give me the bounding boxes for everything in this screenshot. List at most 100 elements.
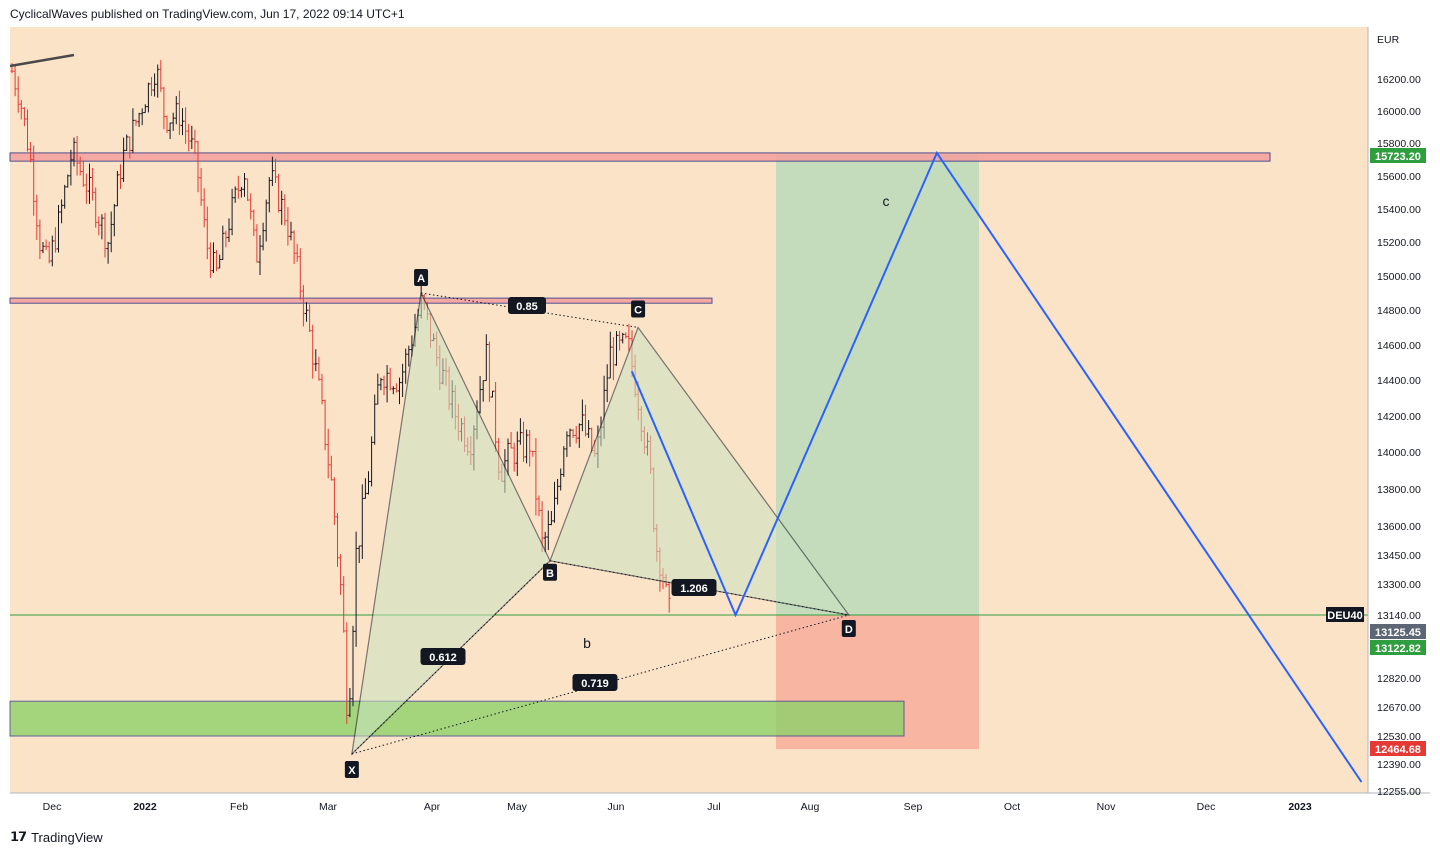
price-badge-box xyxy=(1370,148,1426,163)
trend-line xyxy=(9,53,75,68)
candle xyxy=(78,156,82,176)
candle xyxy=(230,188,234,236)
candle xyxy=(181,108,184,136)
candle xyxy=(13,64,17,97)
candle xyxy=(41,242,45,254)
candle xyxy=(60,199,64,224)
candle xyxy=(329,455,333,481)
candle xyxy=(553,481,556,523)
price-tick-label: 12670.00 xyxy=(1377,702,1421,714)
candle xyxy=(354,531,358,647)
price-tick-label: 15600.00 xyxy=(1377,171,1421,183)
candle xyxy=(388,367,392,391)
candle xyxy=(29,142,33,163)
candle xyxy=(546,510,550,551)
ratio-label: 0.85 xyxy=(508,297,546,314)
candle xyxy=(305,302,308,322)
price-badge-text: 13125.45 xyxy=(1375,627,1421,639)
candle xyxy=(53,227,57,253)
price-tick-label: 14200.00 xyxy=(1377,411,1421,423)
candle xyxy=(512,442,516,472)
candle xyxy=(196,140,200,193)
price-badge-text: 12464.68 xyxy=(1375,744,1421,756)
point-label-box xyxy=(414,269,429,286)
point-label-text: C xyxy=(634,305,642,317)
candle xyxy=(174,96,178,125)
time-tick-label: Apr xyxy=(424,801,441,813)
candle xyxy=(339,554,343,595)
candle xyxy=(84,173,88,204)
candle xyxy=(267,176,271,213)
candle xyxy=(22,107,26,127)
candle xyxy=(323,399,327,451)
candle xyxy=(277,173,281,213)
price-tick-label: 13300.00 xyxy=(1377,579,1421,591)
candle xyxy=(336,512,339,567)
price-tick-label: 14800.00 xyxy=(1377,305,1421,317)
candle xyxy=(509,432,513,449)
candle xyxy=(146,82,150,113)
tradingview-branding[interactable]: 𝟭𝟳 TradingView xyxy=(10,829,103,845)
ratio-label-box xyxy=(671,579,717,596)
candle xyxy=(404,348,408,384)
price-tick-label: 14400.00 xyxy=(1377,375,1421,387)
candle xyxy=(385,365,389,403)
candle xyxy=(190,125,194,150)
price-badge: 15723.20 xyxy=(1370,148,1426,163)
candle xyxy=(280,190,284,225)
zones-layer xyxy=(9,152,1368,750)
candle xyxy=(252,209,256,236)
price-badge-text: 13122.82 xyxy=(1375,643,1421,655)
candle xyxy=(153,73,157,97)
labels-layer: X A B C D 0.85 1.206 0.612 0.719 b c xyxy=(344,193,890,778)
candle xyxy=(382,375,386,396)
candle xyxy=(559,468,563,491)
candle xyxy=(103,212,107,258)
candle xyxy=(88,163,91,204)
candle xyxy=(373,394,377,445)
tradingview-logo-icon: 𝟭𝟳 xyxy=(10,829,27,844)
candle xyxy=(370,436,374,487)
price-tick-label: 15200.00 xyxy=(1377,237,1421,249)
price-tick-label: 12255.00 xyxy=(1377,786,1421,798)
candle xyxy=(143,104,147,114)
candle xyxy=(515,431,519,477)
candle xyxy=(224,230,228,248)
candle xyxy=(298,248,302,300)
candle xyxy=(44,239,48,251)
candle xyxy=(208,242,212,278)
candle xyxy=(398,377,401,405)
candle xyxy=(233,186,237,203)
candle xyxy=(32,145,36,216)
price-tick-label: 14600.00 xyxy=(1377,340,1421,352)
candle xyxy=(621,332,625,344)
candle xyxy=(624,332,628,339)
candle xyxy=(249,193,253,220)
point-label-text: X xyxy=(348,765,356,777)
candle xyxy=(63,184,67,209)
candle xyxy=(162,87,166,130)
candle xyxy=(50,235,54,267)
price-badge-box xyxy=(1370,640,1426,655)
price-tick-label: 15000.00 xyxy=(1377,271,1421,283)
candle xyxy=(531,450,535,457)
candle xyxy=(261,222,265,251)
candle xyxy=(177,90,181,135)
candle xyxy=(289,221,293,241)
price-badge-text: 15723.20 xyxy=(1375,151,1421,163)
candle xyxy=(38,219,42,260)
candle xyxy=(35,194,39,240)
time-axis[interactable]: Dec 2022 Feb Mar Apr May Jun Jul Aug Sep Oct Nov Dec… xyxy=(43,801,1312,813)
ratio-label: 0.612 xyxy=(420,648,466,665)
candle xyxy=(357,545,361,564)
candle xyxy=(401,363,405,398)
candle xyxy=(122,137,126,183)
candle xyxy=(106,241,110,264)
candle xyxy=(134,119,138,126)
price-axis[interactable]: 16200.00 16000.00 15800.00 15600.00 15400.00… xyxy=(1377,74,1421,798)
symbol-badge-box xyxy=(1326,607,1364,622)
candle xyxy=(184,107,188,144)
candle xyxy=(264,199,268,242)
candle xyxy=(574,425,578,444)
